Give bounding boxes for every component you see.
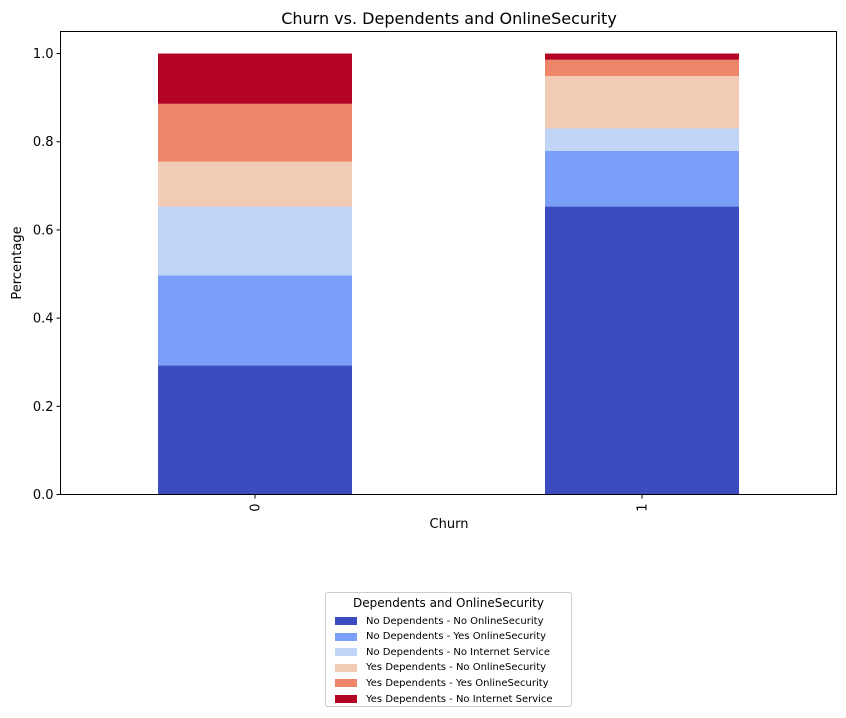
bar-segment <box>158 275 352 366</box>
y-tick-label: 0.6 <box>33 223 54 238</box>
legend-item: Yes Dependents - Yes OnlineSecurity <box>335 677 549 689</box>
legend-label: No Dependents - No OnlineSecurity <box>366 615 544 627</box>
bar-segment <box>158 365 352 495</box>
legend-label: Yes Dependents - No Internet Service <box>366 693 553 705</box>
legend-swatch <box>335 679 357 688</box>
legend-title: Dependents and OnlineSecurity <box>353 596 544 610</box>
legend-item: No Dependents - No OnlineSecurity <box>335 615 544 627</box>
y-tick-label: 0.2 <box>33 400 54 415</box>
y-axis: 0.0 0.2 0.4 0.6 0.8 1.0 <box>33 47 61 503</box>
legend-label: Yes Dependents - No OnlineSecurity <box>366 662 547 674</box>
x-tick-label: 1 <box>636 504 651 512</box>
bar-segment <box>545 59 739 77</box>
x-tick-label: 0 <box>249 504 264 512</box>
bars-group <box>158 53 739 495</box>
legend-label: Yes Dependents - Yes OnlineSecurity <box>366 677 549 689</box>
legend-item: No Dependents - No Internet Service <box>335 646 550 658</box>
legend-label: No Dependents - No Internet Service <box>366 646 551 658</box>
bar-segment <box>545 150 739 207</box>
bar-segment <box>158 103 352 162</box>
y-tick-label: 1.0 <box>33 47 54 62</box>
bar-segment <box>545 128 739 151</box>
y-tick-label: 0.4 <box>33 312 54 327</box>
bar-segment <box>158 53 352 104</box>
legend-swatch <box>335 663 357 672</box>
legend-item: No Dependents - Yes OnlineSecurity <box>335 631 546 643</box>
plot-frame <box>60 31 837 495</box>
y-tick-label: 0.8 <box>33 135 54 150</box>
legend-label: No Dependents - Yes OnlineSecurity <box>366 631 547 643</box>
chart-title: Churn vs. Dependents and OnlineSecurity <box>281 9 617 28</box>
x-axis-label: Churn <box>430 517 469 532</box>
legend-swatch <box>335 617 357 625</box>
legend-swatch <box>335 695 357 703</box>
bar-segment <box>545 206 739 495</box>
y-tick-label: 0.0 <box>33 488 54 503</box>
legend-swatch <box>335 648 357 657</box>
bar-segment <box>158 206 352 276</box>
legend-swatch <box>335 632 357 641</box>
legend-item: Yes Dependents - No Internet Service <box>335 693 553 705</box>
legend-item: Yes Dependents - No OnlineSecurity <box>335 662 546 674</box>
bar-segment <box>158 161 352 207</box>
bar-segment <box>545 76 739 129</box>
y-axis-label: Percentage <box>10 226 25 299</box>
bar-segment <box>545 53 739 60</box>
legend: Dependents and OnlineSecurity No Depende… <box>325 592 572 707</box>
